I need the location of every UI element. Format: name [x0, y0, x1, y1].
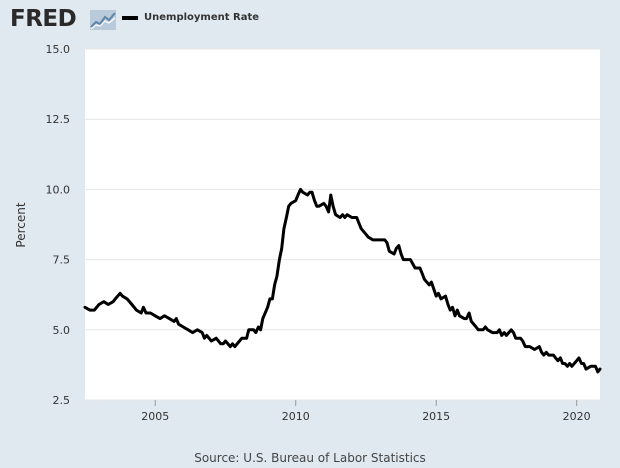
- y-tick-label: 10.0: [46, 183, 71, 196]
- legend-label: Unemployment Rate: [144, 12, 260, 23]
- line-chart-icon: [90, 10, 116, 30]
- x-tick-label: 2005: [141, 410, 169, 423]
- series-layer: [83, 187, 602, 374]
- source-note: Source: U.S. Bureau of Labor Statistics: [194, 451, 426, 465]
- y-tick-label: 12.5: [46, 113, 71, 126]
- y-gridlines: [85, 48, 600, 401]
- fred-logo[interactable]: FRED: [10, 6, 77, 32]
- plot-area: [85, 49, 600, 400]
- y-tick-label: 2.5: [53, 394, 71, 407]
- y-tick-labels: 2.5 5.0 7.5 10.0 12.5 15.0: [46, 43, 71, 407]
- series-line-unemployment-rate: [83, 187, 602, 374]
- x-tick-label: 2010: [282, 410, 310, 423]
- y-tick-label: 15.0: [46, 43, 71, 56]
- x-tick-label: 2020: [563, 410, 591, 423]
- legend-swatch: [122, 16, 138, 20]
- x-ticks: [154, 400, 578, 406]
- y-tick-label: 7.5: [53, 254, 71, 267]
- y-axis-label: Percent: [14, 202, 28, 247]
- x-tick-labels: 2005 2010 2015 2020: [141, 410, 590, 423]
- y-tick-label: 5.0: [53, 324, 71, 337]
- header: FRED Unemployment Rate: [0, 0, 620, 40]
- x-tick-label: 2015: [422, 410, 450, 423]
